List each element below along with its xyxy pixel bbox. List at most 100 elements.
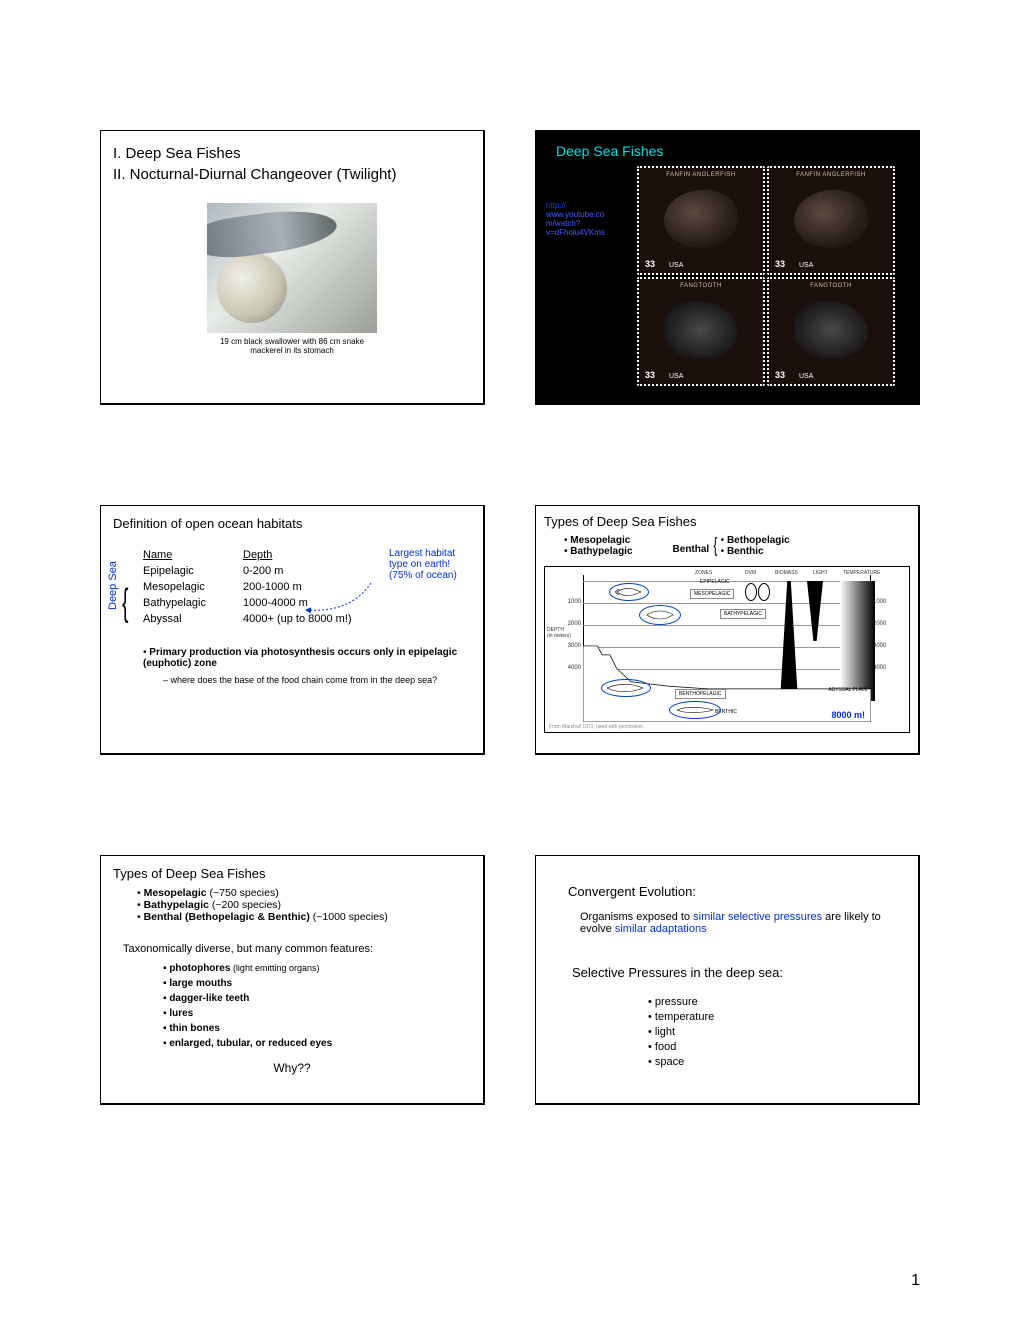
features-list: ▪ photophores (light emitting organs) ▪ … — [163, 963, 471, 1049]
body-text: Organisms exposed to — [580, 911, 693, 923]
slide3-title: Definition of open ocean habitats — [113, 516, 471, 531]
fish-photo — [207, 203, 377, 333]
stamp: FANFIN ANGLERFISH 33 USA — [767, 166, 895, 275]
col-hdr: LIGHT — [813, 570, 828, 576]
bullet: Benthal (Bethopelagic & Benthic) — [144, 911, 310, 923]
slide-6: Convergent Evolution: Organisms exposed … — [535, 855, 920, 1105]
bullet: Bathypelagic — [570, 546, 632, 557]
slide-1: I. Deep Sea Fishes II. Nocturnal-Diurnal… — [100, 130, 485, 405]
depth-label: 4000 — [549, 665, 581, 671]
bullet: Benthic — [727, 546, 764, 557]
bullet: Bathypelagic — [144, 899, 209, 911]
pressures-list: • pressure • temperature • light • food … — [648, 996, 906, 1068]
stamp-value: 33 — [775, 370, 785, 380]
why-text: Why?? — [113, 1061, 471, 1075]
slide1-line2: II. Nocturnal-Diurnal Changeover (Twilig… — [113, 166, 471, 183]
bullet-suffix: (~200 species) — [209, 899, 281, 911]
link-part: m/watch? — [546, 219, 580, 228]
slide-2: Deep Sea Fishes http:// www.youtube.co m… — [535, 130, 920, 405]
arrow-icon — [301, 578, 376, 618]
col-hdr: DVM — [745, 570, 756, 576]
body-blue: similar adaptations — [615, 923, 707, 935]
feat: photophores — [169, 963, 230, 974]
feat: enlarged, tubular, or reduced eyes — [169, 1038, 332, 1049]
axis-label: DEPTH (in meters) — [547, 627, 581, 639]
bullet-block: • Primary production via photosynthesis … — [143, 647, 471, 685]
stamp-label: FANFIN ANGLERFISH — [639, 172, 763, 178]
tax-note: Taxonomically diverse, but many common f… — [123, 943, 471, 955]
feat-note: (light emitting organs) — [230, 963, 319, 973]
type-bullets: • Mesopelagic • Bathypelagic Benthal { •… — [564, 535, 910, 558]
pressure: space — [655, 1056, 684, 1068]
bullet: Bethopelagic — [727, 535, 790, 546]
link-part: http:// — [546, 201, 566, 210]
feat: large mouths — [169, 978, 232, 989]
stamp-country: USA — [799, 373, 813, 380]
pressure: food — [655, 1041, 676, 1053]
slide5-title: Types of Deep Sea Fishes — [113, 866, 471, 881]
cell: Epipelagic — [143, 565, 243, 577]
zones-diagram: 1000 2000 3000 4000 1000 2000 3000 4000 … — [544, 566, 910, 733]
bullet: Benthal — [673, 544, 710, 555]
pressure: pressure — [655, 996, 698, 1008]
zone-label: EPIPELAGIC — [700, 579, 730, 585]
stamp: FANFIN ANGLERFISH 33 USA — [637, 166, 765, 275]
stamp-value: 33 — [645, 370, 655, 380]
note-8000: 8000 m! — [831, 710, 865, 720]
col-hdr: TEMPERATURE — [843, 570, 880, 576]
feat: thin bones — [169, 1023, 220, 1034]
stamp-label: FANGTOOTH — [769, 283, 893, 289]
stamps-block: FANFIN ANGLERFISH 33 USA FANFIN ANGLERFI… — [636, 165, 896, 387]
page-number: 1 — [911, 1272, 920, 1290]
link-part: v=dFholu4VKms — [546, 228, 605, 237]
stamp: FANGTOOTH 33 USA — [637, 277, 765, 386]
depth-label: 2000 — [873, 621, 905, 627]
stamp-label: FANFIN ANGLERFISH — [769, 172, 893, 178]
stamp-label: FANGTOOTH — [639, 283, 763, 289]
col-depth: Depth — [243, 549, 383, 561]
slide-4: Types of Deep Sea Fishes • Mesopelagic •… — [535, 505, 920, 755]
feat: lures — [169, 1008, 193, 1019]
slide1-line1: I. Deep Sea Fishes — [113, 145, 471, 162]
habitat-note: Largest habitat type on earth! (75% of o… — [389, 548, 469, 581]
stamp-value: 33 — [775, 259, 785, 269]
slide6-title: Convergent Evolution: — [568, 884, 886, 899]
stamp-country: USA — [799, 262, 813, 269]
col-name: Name — [143, 549, 243, 561]
col-hdr: ZONES — [695, 570, 712, 576]
bullet-suffix: (~750 species) — [207, 887, 279, 899]
zone-label: BATHYPELAGIC — [720, 609, 766, 619]
cell: Bathypelagic — [143, 597, 243, 609]
zone-label: ABYSSAL PLAIN — [829, 687, 867, 693]
depth-label: 4000 — [873, 665, 905, 671]
stamp-country: USA — [669, 373, 683, 380]
note-line: (75% of ocean) — [389, 570, 457, 581]
youtube-link[interactable]: http:// www.youtube.co m/watch? v=dFholu… — [546, 201, 606, 237]
depth-label: 1000 — [873, 599, 905, 605]
cell: 0-200 m — [243, 565, 383, 577]
cell: Mesopelagic — [143, 581, 243, 593]
note-line: Largest habitat type on earth! — [389, 548, 455, 570]
sub-bullet: – where does the base of the food chain … — [163, 675, 471, 685]
depth-label: 1000 — [549, 599, 581, 605]
photo-caption: 19 cm black swallower with 86 cm snake m… — [113, 337, 471, 355]
cell: Abyssal — [143, 613, 243, 625]
pressure: light — [655, 1026, 675, 1038]
bullet: Mesopelagic — [144, 887, 207, 899]
bullet-text: Primary production via photosynthesis oc… — [143, 647, 457, 669]
stamp-value: 33 — [645, 259, 655, 269]
deep-sea-label: Deep Sea — [107, 561, 119, 610]
diagram-source: From Marshall 1971; used with permission… — [549, 724, 644, 730]
slide4-title: Types of Deep Sea Fishes — [544, 514, 910, 529]
slide-5: Types of Deep Sea Fishes • Mesopelagic (… — [100, 855, 485, 1105]
body-blue: similar selective pressures — [693, 911, 822, 923]
brace-icon: { — [713, 535, 717, 558]
bullet-suffix: (~1000 species) — [310, 911, 388, 923]
stamp-country: USA — [669, 262, 683, 269]
brace-icon: { — [122, 584, 128, 622]
pressure: temperature — [655, 1011, 714, 1023]
sel-title: Selective Pressures in the deep sea: — [572, 965, 886, 980]
slide-3: Definition of open ocean habitats Deep S… — [100, 505, 485, 755]
link-part: www.youtube.co — [546, 210, 604, 219]
depth-label: 3000 — [549, 643, 581, 649]
